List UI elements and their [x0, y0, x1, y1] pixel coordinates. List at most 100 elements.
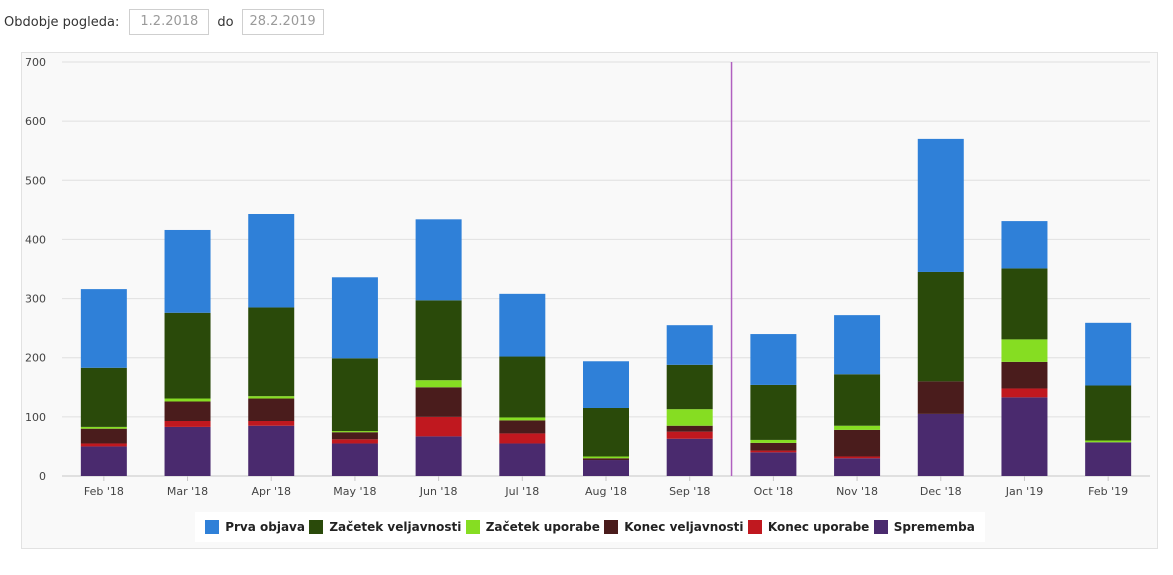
bar-segment[interactable]: [331, 358, 378, 432]
bar-segment[interactable]: [1001, 268, 1048, 340]
bar-segment[interactable]: [164, 229, 211, 313]
bar-segment[interactable]: [499, 420, 546, 434]
legend-item[interactable]: Prva objava: [205, 520, 305, 534]
bar-segment[interactable]: [917, 271, 964, 382]
y-tick-label: 700: [25, 56, 46, 69]
bar-segment[interactable]: [331, 432, 378, 440]
bar-segment[interactable]: [80, 428, 127, 444]
legend-swatch: [604, 520, 619, 534]
bar-segment[interactable]: [1085, 440, 1132, 443]
legend-label: Začetek uporabe: [485, 520, 600, 534]
legend-swatch: [309, 520, 324, 534]
bar-segment[interactable]: [1085, 322, 1132, 386]
bar-segment[interactable]: [248, 213, 295, 308]
bar-segment[interactable]: [1001, 339, 1048, 362]
bar-segment[interactable]: [164, 420, 211, 427]
bar-segment[interactable]: [834, 374, 881, 426]
x-tick-label: Feb '19: [1088, 485, 1128, 498]
bar-segment[interactable]: [499, 293, 546, 357]
legend-item[interactable]: Začetek veljavnosti: [309, 520, 461, 534]
y-tick-label: 500: [25, 174, 46, 187]
bar-segment[interactable]: [750, 442, 797, 451]
bar-segment[interactable]: [331, 439, 378, 444]
y-tick-label: 200: [25, 352, 46, 365]
bar-segment[interactable]: [80, 446, 127, 476]
legend-item[interactable]: Sprememba: [873, 520, 975, 534]
bar-segment[interactable]: [415, 387, 462, 417]
bar-segment[interactable]: [248, 420, 295, 426]
bar-segment[interactable]: [666, 364, 713, 410]
bar-segment[interactable]: [331, 431, 378, 433]
bar-segment[interactable]: [415, 416, 462, 437]
legend-item[interactable]: Konec uporabe: [747, 520, 869, 534]
bar-segment[interactable]: [834, 315, 881, 375]
bar-segment[interactable]: [1001, 221, 1048, 269]
bar-segment[interactable]: [1085, 442, 1132, 476]
bar-segment[interactable]: [583, 458, 629, 461]
bar-segment[interactable]: [164, 401, 211, 421]
bar-segment[interactable]: [666, 431, 713, 439]
bar-segment[interactable]: [164, 312, 211, 399]
y-tick-label: 600: [25, 115, 46, 128]
x-tick-label: Apr '18: [251, 485, 291, 498]
bar-segment[interactable]: [583, 407, 629, 457]
x-tick-label: Jan '19: [1005, 485, 1043, 498]
legend-label: Prva objava: [225, 520, 305, 534]
bar-segment[interactable]: [750, 450, 797, 453]
bar-segment[interactable]: [666, 438, 713, 476]
bar-segment[interactable]: [80, 426, 127, 429]
bar-segment[interactable]: [499, 417, 546, 421]
bar-segment[interactable]: [248, 398, 295, 421]
legend-item[interactable]: Konec veljavnosti: [604, 520, 744, 534]
bar-segment[interactable]: [1001, 397, 1048, 476]
bar-segment[interactable]: [331, 277, 378, 359]
bar-segment[interactable]: [834, 429, 881, 457]
bar-segment[interactable]: [415, 300, 462, 381]
legend-label: Konec veljavnosti: [624, 520, 744, 534]
bar-segment[interactable]: [583, 460, 629, 476]
bar-segment[interactable]: [750, 439, 797, 443]
bar-segment[interactable]: [164, 426, 211, 476]
bar-segment[interactable]: [415, 436, 462, 476]
legend-swatch: [873, 520, 888, 534]
bar-segment[interactable]: [248, 425, 295, 476]
bar-segment[interactable]: [917, 138, 964, 272]
bar-segment[interactable]: [331, 443, 378, 476]
bar-segment[interactable]: [834, 456, 881, 459]
bar-segment[interactable]: [834, 425, 881, 430]
bar-segment[interactable]: [666, 325, 713, 365]
bar-segment[interactable]: [666, 409, 713, 426]
legend-item[interactable]: Začetek uporabe: [465, 520, 600, 534]
bar-segment[interactable]: [164, 398, 211, 402]
bar-segment[interactable]: [583, 361, 629, 408]
bar-segment[interactable]: [415, 380, 462, 388]
bar-segment[interactable]: [80, 289, 127, 368]
bar-segment[interactable]: [499, 433, 546, 444]
x-tick-label: Aug '18: [585, 485, 627, 498]
bar-segment[interactable]: [750, 334, 797, 385]
bar-segment[interactable]: [750, 452, 797, 476]
y-tick-label: 100: [25, 411, 46, 424]
bar-segment[interactable]: [248, 307, 295, 397]
bar-segment[interactable]: [917, 381, 964, 414]
bar-segment[interactable]: [499, 356, 546, 418]
x-tick-label: Feb '18: [84, 485, 124, 498]
chart-legend: Prva objava Začetek veljavnosti Začetek up…: [195, 512, 985, 542]
bar-segment[interactable]: [415, 219, 462, 301]
bar-segment[interactable]: [1085, 385, 1132, 441]
bar-segment[interactable]: [248, 396, 295, 399]
bar-segment[interactable]: [80, 443, 127, 447]
bar-segment[interactable]: [666, 425, 713, 432]
date-to-input[interactable]: 28.2.2019: [241, 9, 324, 35]
bar-segment[interactable]: [750, 384, 797, 440]
bar-segment[interactable]: [80, 367, 127, 427]
bar-segment[interactable]: [917, 413, 964, 476]
bar-segment[interactable]: [834, 458, 881, 476]
bar-segment[interactable]: [1001, 388, 1048, 398]
period-label: Obdobje pogleda:: [4, 14, 120, 30]
date-from-input[interactable]: 1.2.2018: [129, 9, 210, 35]
bar-segment[interactable]: [499, 443, 546, 476]
bar-segment[interactable]: [583, 456, 629, 459]
bar-segment[interactable]: [1001, 361, 1048, 389]
